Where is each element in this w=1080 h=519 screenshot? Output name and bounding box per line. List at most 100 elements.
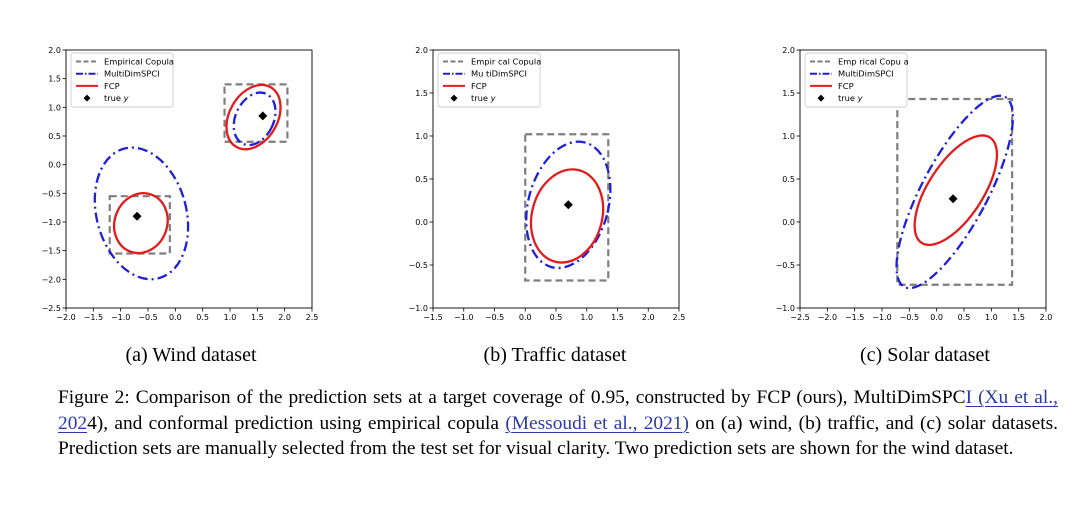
x-tick-label: −2.5 (790, 313, 809, 322)
x-tick-label: 0.0 (169, 313, 182, 322)
x-tick-label: −1.5 (84, 313, 103, 322)
legend-label-italic: y (490, 93, 496, 103)
legend-label: true y (104, 93, 129, 103)
x-tick-label: −0.5 (900, 313, 919, 322)
legend-label: FCP (838, 81, 854, 91)
axes-frame (432, 49, 680, 309)
y-tick-label: 0.5 (782, 175, 795, 184)
legend-box (437, 52, 541, 108)
x-tick-label: 2.5 (306, 313, 319, 322)
y-tick-label: −1.0 (42, 218, 61, 227)
citation-xu-2024[interactable]: I (Xu et al., 202 (58, 387, 1058, 434)
x-tick-label: −0.5 (485, 313, 504, 322)
x-tick-label: 0.0 (519, 313, 532, 322)
y-tick-label: −1.0 (776, 304, 795, 313)
solar-caption: (c) Solar dataset (860, 344, 990, 366)
legend-label: Empir cal Copula (471, 57, 541, 67)
legend-marker (817, 94, 825, 102)
legend-label: true y (838, 93, 863, 103)
x-tick-label: 1.0 (224, 313, 237, 322)
y-tick-label: 1.5 (415, 89, 428, 98)
fcp-ellipse (225, 83, 282, 151)
x-tick-label: −2.0 (56, 313, 75, 322)
y-tick-label: −2.5 (42, 304, 61, 313)
y-tick-label: 1.0 (415, 132, 428, 141)
wind-chart: −2.0 −1.5 −1.0 −0.5 0.0 0.5 1.0 1.5 2.0 2.5−2.5−2… (42, 46, 319, 322)
citation-messoudi-2021[interactable]: (Messoudi et al., 2021) (505, 412, 689, 434)
y-tick-label: 1.0 (48, 103, 61, 112)
copula-box (108, 195, 171, 255)
caption-part: on (a) wind, (b) traffic, and (c) solar … (58, 412, 1058, 460)
y-tick-label: −0.5 (776, 261, 795, 270)
y-tick-label: 1.5 (782, 89, 795, 98)
multidimspci-ellipse (93, 146, 190, 281)
multidimspci-ellipse (232, 91, 277, 147)
y-tick-label: 2.0 (782, 46, 795, 55)
legend: Empirical Copula MultiDimSPCI FCP true y (70, 52, 174, 108)
legend-label-italic: y (857, 93, 863, 103)
y-tick-label: 0.0 (48, 161, 61, 170)
y-tick-label: 1.0 (782, 132, 795, 141)
y-tick-label: 0.0 (415, 218, 428, 227)
x-tick-label: −2.0 (818, 313, 837, 322)
caption-part: Figure 2: Comparison of the prediction s… (58, 387, 966, 408)
x-tick-label: 1.0 (985, 313, 998, 322)
copula-box (223, 83, 289, 143)
true-y-marker (563, 200, 573, 210)
solar-chart: −2.5 −2.0 −1.5 −1.0 −0.5 0.0 0.5 1.0 1.5 2.0−1.0−… (776, 46, 1053, 322)
x-tick-label: 0.5 (196, 313, 209, 322)
x-tick-label: 1.0 (580, 313, 593, 322)
wind-panel: −2.0 −1.5 −1.0 −0.5 0.0 0.5 1.0 1.5 2.0 2.5 −2.5 −2… (30, 40, 320, 340)
x-tick-label: 2.0 (1040, 313, 1053, 322)
copula-box (896, 97, 1014, 286)
y-tick-label: −2.0 (42, 275, 61, 284)
y-tick-label: −1.0 (409, 304, 428, 313)
legend: Emp rical Copu a MultiDimSPCI FCP true y (804, 52, 909, 108)
plot-area: −2.5 −2.0 −1.5 −1.0 −0.5 0.0 0.5 1.0 1.5 2.0−1.0−… (776, 46, 1053, 322)
y-tick-label: 0.5 (48, 132, 61, 141)
x-tick-label: 1.5 (611, 313, 624, 322)
caption-part: 4), and conformal prediction using empir… (87, 412, 506, 434)
legend-box (804, 52, 908, 108)
axes-frame (65, 49, 313, 309)
legend-label: Empirical Copula (104, 57, 174, 67)
legend-label: Emp rical Copu a (838, 57, 909, 67)
x-tick-label: 2.0 (278, 313, 291, 322)
multidimspci-ellipse (525, 140, 612, 270)
x-tick-label: −1.0 (111, 313, 130, 322)
legend-label: Mu tiDimSPCI (471, 69, 527, 79)
fcp-ellipse (913, 134, 999, 247)
plot-area: −2.0 −1.5 −1.0 −0.5 0.0 0.5 1.0 1.5 2.0 2.5−2.5−2… (42, 46, 319, 322)
true-y-marker (948, 194, 958, 204)
y-tick-label: −0.5 (42, 189, 61, 198)
figure-caption: Figure 2: Comparison of the prediction s… (58, 385, 1058, 462)
x-tick-label: −1.0 (872, 313, 891, 322)
x-tick-label: −1.0 (454, 313, 473, 322)
fcp-ellipse (112, 192, 169, 255)
traffic-panel: −1.5 −1.0 −0.5 0.0 0.5 1.0 1.5 2.0 2.5 −1.0 −0.5 0.… (397, 40, 687, 340)
x-tick-label: 1.5 (251, 313, 264, 322)
x-tick-label: −0.5 (138, 313, 157, 322)
true-y-marker (258, 111, 268, 121)
legend-label: FCP (104, 81, 120, 91)
solar-panel: −2.5 −2.0 −1.5 −1.0 −0.5 0.0 0.5 1.0 1.5 2.0 −1.0−… (764, 40, 1064, 340)
wind-caption: (a) Wind dataset (125, 344, 257, 366)
legend-label: true y (471, 93, 496, 103)
legend-marker (450, 94, 458, 102)
y-tick-label: 0.0 (782, 218, 795, 227)
y-tick-label: 1.5 (48, 75, 61, 84)
y-tick-label: 2.0 (48, 46, 61, 55)
axes-frame (799, 49, 1047, 309)
legend-marker (83, 94, 91, 102)
legend-label-italic: y (123, 93, 129, 103)
plot-area: −1.5 −1.0 −0.5 0.0 0.5 1.0 1.5 2.0 2.5−1.0−0.50.… (409, 46, 686, 322)
x-tick-label: −1.5 (845, 313, 864, 322)
x-tick-label: 2.0 (642, 313, 655, 322)
y-tick-label: 2.0 (415, 46, 428, 55)
x-tick-label: 0.5 (550, 313, 563, 322)
traffic-caption: (b) Traffic dataset (483, 344, 627, 366)
legend-label: MultiDimSPCI (104, 69, 160, 79)
traffic-chart: −1.5 −1.0 −0.5 0.0 0.5 1.0 1.5 2.0 2.5−1.0−0.50.… (409, 46, 686, 322)
true-y-marker (132, 211, 142, 221)
legend-label: MultiDimSPCI (838, 69, 894, 79)
